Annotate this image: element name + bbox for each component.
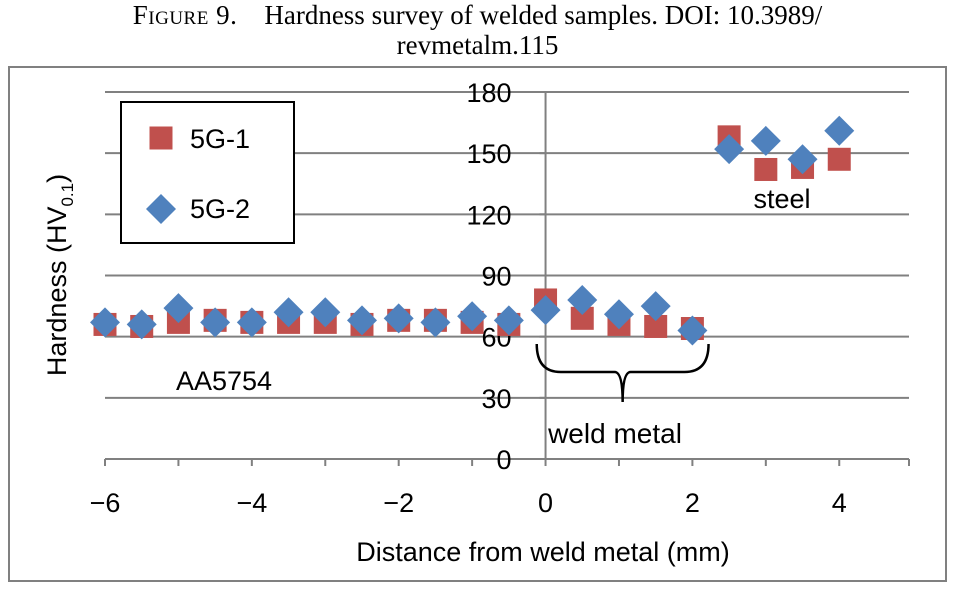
- point-5g-2-11: [493, 305, 524, 336]
- point-5g-2-8: [383, 303, 414, 334]
- legend-marker-5g-1: [149, 126, 173, 150]
- point-5g-2-17: [714, 134, 745, 165]
- point-5g-2-1: [126, 309, 157, 340]
- weld-metal-brace: [535, 343, 710, 403]
- legend-box: [120, 101, 295, 244]
- point-5g-2-5: [273, 297, 304, 328]
- data-points: [90, 115, 855, 346]
- y-axis-label: Hardness (HV0.1): [42, 174, 77, 376]
- x-tick-label-0: −6: [90, 488, 121, 518]
- point-5g-2-9: [420, 307, 451, 338]
- y-tick-label-180: 180: [466, 78, 511, 108]
- y-tick-label-120: 120: [466, 200, 511, 230]
- point-5g-2-6: [310, 297, 341, 328]
- x-tick-label-4: 2: [685, 488, 700, 518]
- point-5g-2-18: [750, 125, 781, 156]
- point-5g-2-13: [567, 284, 598, 315]
- point-5g-1-20: [827, 147, 851, 171]
- figure-caption: Figure 9. Hardness survey of welded samp…: [0, 0, 955, 60]
- legend: 5G-1 5G-2: [120, 101, 295, 244]
- figure-label: Figure 9.: [132, 0, 238, 30]
- x-tick-label-3: 0: [538, 488, 553, 518]
- point-5g-1-13: [570, 306, 594, 330]
- annotation-steel: steel: [753, 184, 810, 214]
- axes: [104, 91, 910, 466]
- y-axis-label-close: ): [42, 174, 72, 183]
- point-5g-2-4: [236, 307, 267, 338]
- x-tick-label-5: 4: [832, 488, 847, 518]
- caption-line-2: revmetalm.115: [396, 30, 559, 60]
- y-axis-label-sub: 0.1: [58, 183, 77, 207]
- point-5g-2-14: [603, 299, 634, 330]
- x-axis-label: Distance from weld metal (mm): [356, 537, 730, 567]
- point-5g-2-0: [90, 307, 120, 338]
- point-5g-2-12: [530, 295, 561, 326]
- annotation-weld-metal: weld metal: [547, 418, 682, 449]
- y-tick-label-0: 0: [497, 445, 512, 475]
- y-tick-label-30: 30: [482, 384, 512, 414]
- y-tick-label-150: 150: [466, 139, 511, 169]
- legend-marker-5g-2: [146, 194, 176, 224]
- point-5g-2-20: [824, 115, 855, 146]
- caption-line-1: Figure 9. Hardness survey of welded samp…: [0, 0, 955, 30]
- x-tick-label-1: −4: [236, 488, 267, 518]
- point-5g-1-18: [754, 157, 778, 181]
- y-axis-label-main: Hardness (HV: [42, 207, 72, 377]
- point-5g-2-15: [640, 291, 671, 322]
- point-5g-2-3: [200, 307, 231, 338]
- y-tick-label-90: 90: [482, 262, 512, 292]
- legend-label-5g-2: 5G-2: [190, 194, 250, 224]
- annotation-aa5754: AA5754: [176, 366, 272, 396]
- point-5g-2-16: [677, 315, 708, 346]
- legend-label-5g-1: 5G-1: [190, 124, 250, 154]
- point-5g-2-2: [163, 293, 194, 324]
- point-5g-2-7: [346, 305, 377, 336]
- point-5g-2-10: [457, 301, 488, 332]
- x-tick-label-2: −2: [383, 488, 414, 518]
- caption-text-1: Hardness survey of welded samples. DOI: …: [264, 0, 823, 30]
- x-tick-labels: −6 −4 −2 0 2 4: [90, 488, 847, 518]
- point-5g-1-15: [644, 314, 668, 338]
- point-5g-2-19: [787, 144, 818, 175]
